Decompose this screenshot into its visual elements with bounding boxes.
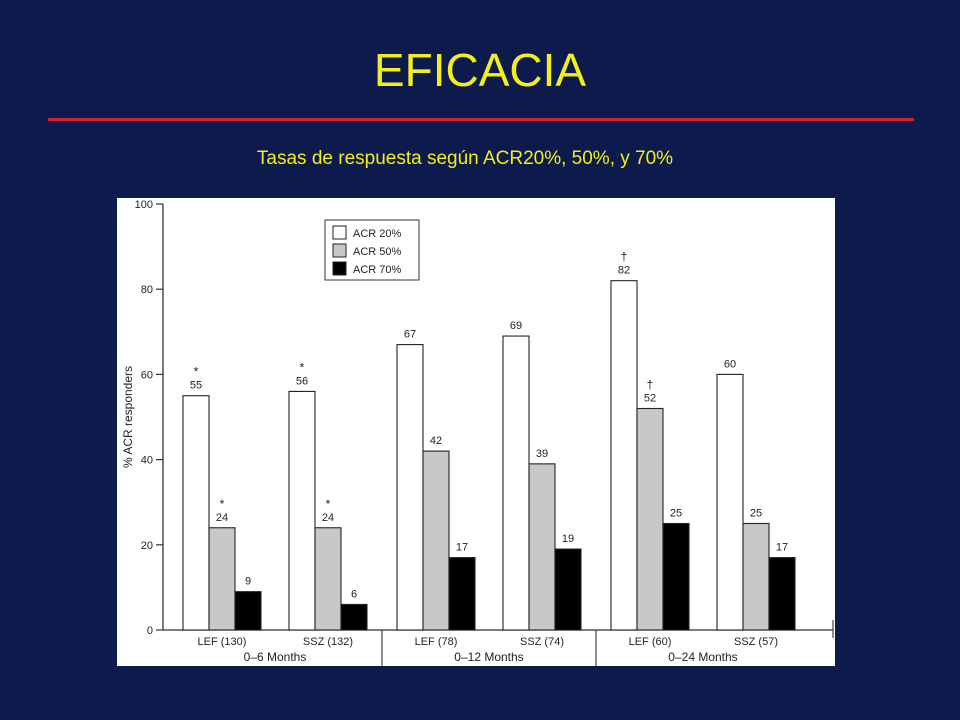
bar-acr-20--5 [716, 373, 744, 631]
legend-label: ACR 20% [353, 228, 402, 240]
chart-legend: ACR 20% ACR 50% ACR 70% [324, 219, 420, 281]
y-tick-label: 40 [141, 455, 153, 467]
bar-acr-50--2 [422, 450, 450, 631]
bar-acr-70--5 [768, 557, 796, 631]
legend-swatch [332, 243, 347, 258]
x-category-label: LEF (60) [629, 636, 672, 648]
bar-acr-70--1 [340, 603, 368, 631]
legend-label: ACR 50% [353, 246, 402, 258]
bar-value-label: 24 [216, 512, 228, 524]
bar-value-label: 17 [776, 542, 788, 554]
legend-label: ACR 70% [353, 264, 402, 276]
bar-value-label: 55 [190, 380, 202, 392]
bar-acr-70--0 [234, 591, 262, 631]
bar-acr-50--4 [636, 407, 664, 631]
significance-marker: † [621, 250, 628, 264]
bar-value-label: 9 [245, 576, 251, 588]
chart-panel: 0 20 40 60 80 100 % ACR responders LEF (130) SSZ… [117, 198, 835, 666]
significance-marker: * [194, 365, 199, 379]
bar-value-label: 25 [750, 508, 762, 520]
bar-acr-50--3 [528, 463, 556, 631]
legend-swatch [332, 225, 347, 240]
significance-marker: * [220, 497, 225, 511]
x-category-label: LEF (78) [415, 636, 458, 648]
bar-acr-50--5 [742, 522, 770, 631]
bar-acr-20--4 [610, 280, 638, 631]
significance-marker: † [647, 377, 654, 391]
y-tick-label: 60 [141, 369, 153, 381]
bar-value-label: 67 [404, 329, 416, 341]
chart-bars [182, 280, 796, 631]
bar-value-label: 19 [562, 533, 574, 545]
bar-value-label: 60 [724, 358, 736, 370]
x-category-label: SSZ (74) [520, 636, 564, 648]
x-category-label: SSZ (132) [303, 636, 353, 648]
bar-acr-70--4 [662, 522, 690, 631]
x-group-label: 0–6 Months [244, 650, 307, 664]
y-tick-label: 100 [135, 199, 153, 211]
bar-acr-50--1 [314, 527, 342, 631]
bar-acr-20--1 [288, 390, 316, 631]
bar-acr-50--0 [208, 527, 236, 631]
legend-swatch [332, 261, 347, 276]
bar-value-label: 56 [296, 375, 308, 387]
y-tick-label: 20 [141, 540, 153, 552]
slide-title: EFICACIA [373, 44, 587, 96]
bar-value-label: 25 [670, 508, 682, 520]
bar-value-label: 82 [618, 265, 630, 277]
title-divider [48, 118, 914, 121]
acr-response-bar-chart: 0 20 40 60 80 100 % ACR responders LEF (130) SSZ… [121, 199, 834, 666]
significance-marker: * [300, 360, 305, 374]
y-tick-label: 0 [147, 625, 153, 637]
bar-acr-20--3 [502, 335, 530, 631]
slide-subtitle: Tasas de respuesta según ACR20%, 50%, y … [256, 148, 674, 169]
bar-acr-20--2 [396, 344, 424, 631]
bar-acr-70--3 [554, 548, 582, 631]
y-tick-label: 80 [141, 284, 153, 296]
bar-value-label: 39 [536, 448, 548, 460]
bar-value-label: 69 [510, 320, 522, 332]
x-category-label: LEF (130) [198, 636, 247, 648]
bar-acr-20--0 [182, 395, 210, 631]
x-group-label: 0–24 Months [668, 650, 737, 664]
x-category-label: SSZ (57) [734, 636, 778, 648]
x-group-label: 0–12 Months [454, 650, 523, 664]
bar-value-label: 42 [430, 435, 442, 447]
bar-value-label: 6 [351, 588, 357, 600]
bar-value-label: 24 [322, 512, 334, 524]
bar-value-label: 52 [644, 392, 656, 404]
significance-marker: * [326, 497, 331, 511]
bar-acr-70--2 [448, 557, 476, 631]
y-axis-label: % ACR responders [121, 366, 135, 468]
bar-value-label: 17 [456, 542, 468, 554]
